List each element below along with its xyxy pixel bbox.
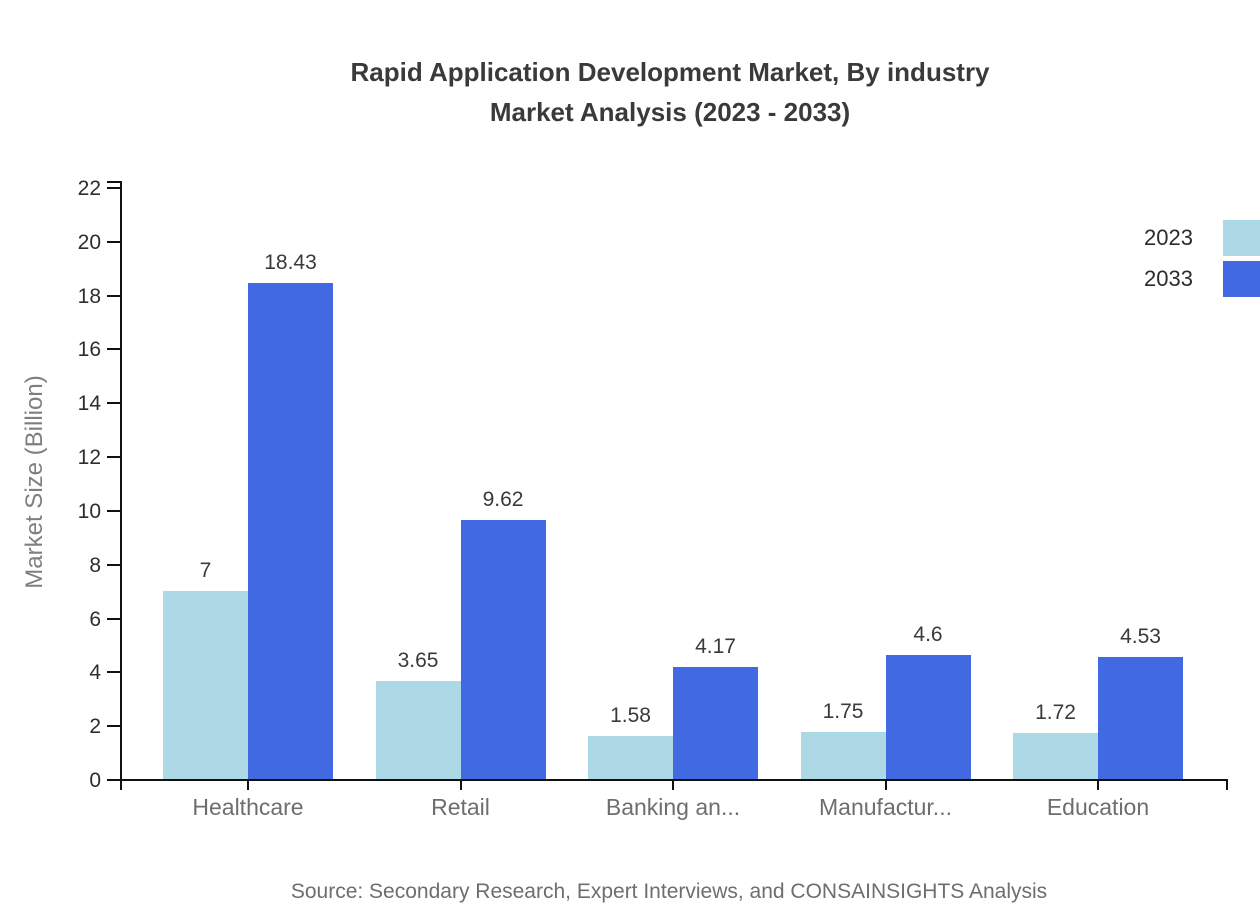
bar-2023-Retail — [375, 680, 461, 779]
bar-value-label: 1.72 — [1035, 700, 1076, 724]
x-category-label: Banking an... — [605, 794, 741, 820]
y-tick-label: 18 — [77, 284, 101, 308]
bar-2033-Manufactur... — [885, 655, 971, 779]
legend-label: 2023 — [1144, 225, 1193, 250]
x-tick — [459, 781, 462, 790]
y-tick-label: 22 — [77, 177, 101, 200]
y-tick — [107, 240, 120, 243]
bar-2033-Banking an... — [673, 666, 758, 779]
bar-2033-Retail — [460, 520, 546, 779]
x-axis-line — [119, 779, 1228, 781]
y-tick-label: 14 — [77, 392, 101, 416]
legend-item-2023: 2023 — [1144, 220, 1260, 256]
x-category-label: Manufactur... — [819, 794, 952, 820]
bar-2023-Education — [1013, 732, 1098, 779]
bar-2033-Healthcare — [248, 283, 333, 779]
y-tick — [107, 402, 120, 405]
bar-value-label: 18.43 — [264, 251, 317, 275]
y-tick — [107, 509, 120, 512]
y-tick — [107, 617, 120, 620]
y-tick-label: 16 — [77, 338, 101, 362]
y-tick-label: 4 — [89, 661, 101, 685]
source-note: Source: Secondary Research, Expert Inter… — [290, 880, 1048, 903]
x-category-label: Education — [1046, 794, 1150, 820]
chart-title-line1: Rapid Application Development Market, By… — [350, 57, 990, 87]
x-tick — [884, 781, 887, 790]
y-tick-label: 8 — [89, 553, 101, 577]
chart-title-line2: Market Analysis (2023 - 2033) — [489, 97, 851, 127]
x-category-label: Healthcare — [192, 794, 304, 820]
y-tick-label: 0 — [89, 769, 101, 792]
bar-value-label: 1.58 — [610, 704, 651, 728]
legend-swatch — [1223, 261, 1260, 297]
x-category-label: Retail — [431, 794, 490, 820]
y-tick — [107, 725, 120, 728]
y-tick-label: 10 — [77, 499, 101, 523]
x-axis-end-tick — [1226, 781, 1228, 790]
bar-2033-Education — [1098, 657, 1183, 779]
legend-item-2033: 2033 — [1144, 261, 1260, 297]
y-tick-label: 2 — [89, 715, 101, 739]
y-tick-label: 6 — [89, 607, 101, 631]
bar-value-label: 1.75 — [822, 699, 864, 723]
bar-value-label: 4.6 — [913, 623, 943, 647]
bar-value-label: 4.53 — [1120, 625, 1161, 649]
y-tick-label: 12 — [77, 446, 101, 470]
bar-value-label: 7 — [199, 558, 212, 582]
y-tick — [107, 563, 120, 566]
x-tick — [247, 781, 249, 790]
y-tick — [107, 456, 120, 459]
bar-value-label: 9.62 — [482, 488, 524, 512]
y-tick-label: 20 — [77, 230, 101, 254]
y-axis-line — [120, 181, 122, 790]
bar-2023-Manufactur... — [800, 731, 886, 779]
bar-2023-Banking an... — [588, 736, 673, 779]
chart-title: Rapid Application Development Market, By… — [80, 52, 1260, 132]
bar-2023-Healthcare — [163, 590, 248, 779]
y-tick — [107, 294, 120, 297]
y-tick — [107, 187, 120, 189]
legend-label: 2033 — [1144, 266, 1193, 291]
y-axis-top-cap — [107, 181, 120, 183]
y-tick — [107, 671, 120, 674]
bar-value-label: 3.65 — [397, 648, 439, 672]
legend-swatch — [1223, 220, 1260, 256]
x-tick — [1097, 781, 1099, 790]
legend: 2023 2033 — [1144, 220, 1260, 302]
x-tick — [672, 781, 674, 790]
y-tick — [107, 779, 120, 781]
y-tick — [107, 348, 120, 351]
bar-value-label: 4.17 — [695, 634, 736, 658]
